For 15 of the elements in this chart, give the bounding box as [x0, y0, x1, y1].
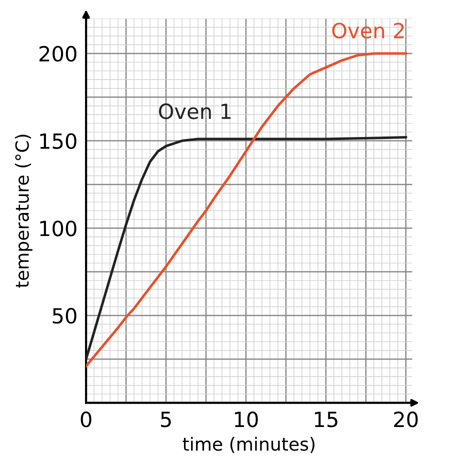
- series-label: Oven 2: [332, 22, 404, 38]
- x-tick-label: 0: [80, 412, 92, 428]
- y-tick-label: 50: [52, 308, 76, 324]
- line-series: [86, 52, 408, 368]
- y-axis-title: temperature (°C): [14, 134, 32, 288]
- y-tick-label: 150: [40, 133, 76, 150]
- line-series: [86, 136, 408, 360]
- series-label: Oven 1: [158, 103, 231, 120]
- x-tick-label: 20: [394, 412, 418, 428]
- y-tick-label: 100: [40, 220, 76, 236]
- x-tick-label: 5: [160, 412, 171, 428]
- x-axis-title: time (minutes): [182, 436, 314, 453]
- x-tick-label: 10: [234, 412, 258, 428]
- x-tick-label: 15: [314, 412, 338, 428]
- y-tick-label: 200: [40, 46, 76, 62]
